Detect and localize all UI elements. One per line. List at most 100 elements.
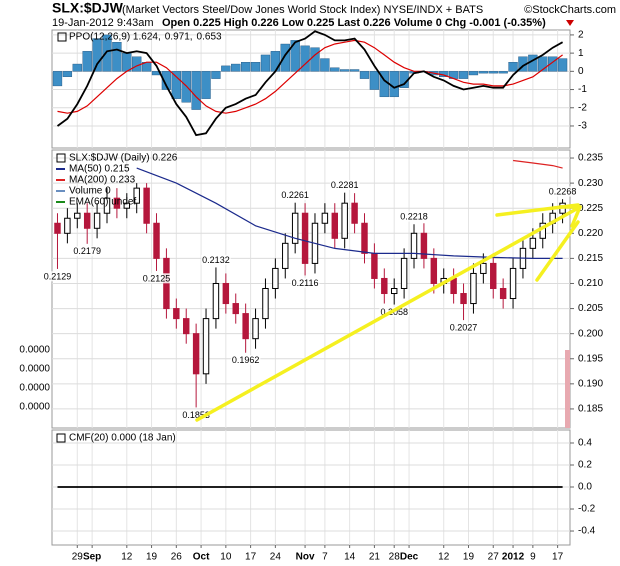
candle-body bbox=[143, 187, 150, 224]
trend-arrow bbox=[195, 205, 582, 422]
histogram-bar bbox=[92, 38, 102, 72]
candle-body bbox=[133, 187, 140, 204]
candle-body bbox=[480, 262, 487, 274]
candle-body bbox=[420, 232, 428, 259]
y-tick-label: 0.235 bbox=[578, 153, 603, 164]
candle-body bbox=[252, 318, 259, 340]
candle-body bbox=[103, 197, 111, 214]
trend-arrow bbox=[535, 220, 580, 282]
candle-body bbox=[272, 267, 279, 289]
annotation-arrows bbox=[195, 203, 582, 422]
histogram-bar bbox=[270, 51, 281, 72]
y-tick-label: 0.215 bbox=[578, 253, 603, 264]
histogram-bar bbox=[171, 71, 181, 99]
candle-body bbox=[202, 318, 210, 375]
panel bbox=[51, 149, 571, 429]
legend-label: MA(200) 0.233 bbox=[69, 175, 136, 186]
histogram-bar bbox=[112, 42, 122, 72]
x-tick-label: 7 bbox=[322, 552, 328, 563]
candle-body bbox=[450, 277, 457, 295]
x-tick-label: 14 bbox=[344, 552, 356, 563]
x-tick-label: 24 bbox=[270, 552, 282, 563]
arrow-head bbox=[570, 205, 582, 228]
y-tick-label: 0.190 bbox=[578, 378, 603, 389]
histogram-bar bbox=[320, 58, 330, 72]
candle-body bbox=[460, 293, 467, 305]
candle-body bbox=[490, 262, 497, 289]
candle-body bbox=[222, 282, 230, 305]
candle-body bbox=[113, 197, 121, 209]
candle-body bbox=[321, 212, 329, 224]
candle-body bbox=[499, 287, 507, 300]
quote: Open 0.225 High 0.226 Low 0.225 Last 0.2… bbox=[162, 17, 546, 29]
credit: ©StockCharts.com bbox=[524, 4, 616, 16]
histogram-bar bbox=[359, 71, 370, 79]
legend-label: PPO(12,26,9) 1.624, bbox=[69, 32, 161, 43]
price-label: 0.2218 bbox=[400, 212, 428, 222]
histogram-bar bbox=[557, 58, 568, 72]
price-label-bg bbox=[280, 190, 310, 201]
candle-body bbox=[183, 318, 190, 335]
price-label: 0.2027 bbox=[450, 322, 478, 332]
y-tick-label: 0.220 bbox=[578, 228, 603, 239]
x-tick-label: 2012 bbox=[502, 552, 525, 563]
price-label: 0.2129 bbox=[44, 271, 72, 281]
candle-body bbox=[341, 202, 348, 239]
histogram-bar bbox=[389, 71, 399, 98]
price-label-bg bbox=[42, 271, 73, 282]
x-tick-label: Sep bbox=[83, 552, 101, 563]
candle-body bbox=[390, 287, 398, 295]
histogram-bar bbox=[498, 71, 508, 74]
candle-body bbox=[282, 242, 289, 269]
candle-body bbox=[54, 222, 61, 234]
candle-body bbox=[351, 202, 358, 224]
x-tick-label: 12 bbox=[121, 552, 133, 563]
series-line bbox=[56, 30, 564, 137]
candle-body bbox=[192, 333, 200, 375]
x-tick-label: 17 bbox=[245, 552, 257, 563]
histogram-bar bbox=[330, 67, 340, 72]
y-tick-label: -2 bbox=[578, 102, 587, 113]
y-tick-label: 0.2 bbox=[578, 460, 592, 471]
x-tick-label: 10 bbox=[220, 552, 232, 563]
y-tick-label: 0.0 bbox=[578, 482, 592, 493]
x-tick-label: 17 bbox=[552, 552, 564, 563]
y-tick-label: 0.200 bbox=[578, 328, 603, 339]
x-tick-label: Nov bbox=[296, 552, 315, 563]
price-label-bg bbox=[181, 409, 211, 420]
legend-label: CMF(20) 0.000 (18 Jan) bbox=[69, 433, 176, 444]
price-label-bg bbox=[290, 277, 320, 288]
price-label-bg bbox=[399, 211, 429, 222]
price-label: 0.2261 bbox=[281, 190, 309, 200]
histogram-bar bbox=[122, 52, 132, 72]
series-line bbox=[136, 167, 563, 259]
price-label: 0.1962 bbox=[232, 355, 260, 365]
histogram-bar bbox=[548, 56, 558, 72]
legend-swatch bbox=[56, 153, 66, 163]
x-tick-label: 26 bbox=[171, 552, 183, 563]
legend-label: EMA(60) undef bbox=[69, 197, 136, 208]
y-tick-label: 0.4 bbox=[578, 438, 592, 449]
candle-body bbox=[509, 267, 517, 300]
y-tick-label: -3 bbox=[578, 121, 587, 132]
price-label: 0.2132 bbox=[202, 255, 230, 265]
histogram-bar bbox=[280, 43, 290, 72]
x-tick-label: 29 bbox=[72, 552, 84, 563]
series-line bbox=[513, 159, 563, 169]
candle-body bbox=[371, 252, 378, 279]
y-tick-label: -0.2 bbox=[578, 504, 596, 515]
histogram-bar bbox=[508, 62, 518, 72]
x-tick-label: 19 bbox=[146, 552, 158, 563]
y-tick-label: 0 bbox=[578, 66, 584, 77]
histogram-bar bbox=[250, 62, 261, 72]
legend-label: 0.971, bbox=[165, 32, 193, 43]
y-tick-label: 0.225 bbox=[578, 203, 603, 214]
candle-body bbox=[163, 257, 170, 310]
symbol: SLX:$DJW bbox=[52, 0, 124, 16]
histogram-bar bbox=[310, 47, 320, 72]
x-tick-label: 12 bbox=[438, 552, 450, 563]
histogram-bar bbox=[349, 69, 360, 72]
x-tick-label: 28 bbox=[389, 552, 401, 563]
y-tick-label: 0.210 bbox=[578, 278, 603, 289]
candle-body bbox=[262, 287, 269, 320]
